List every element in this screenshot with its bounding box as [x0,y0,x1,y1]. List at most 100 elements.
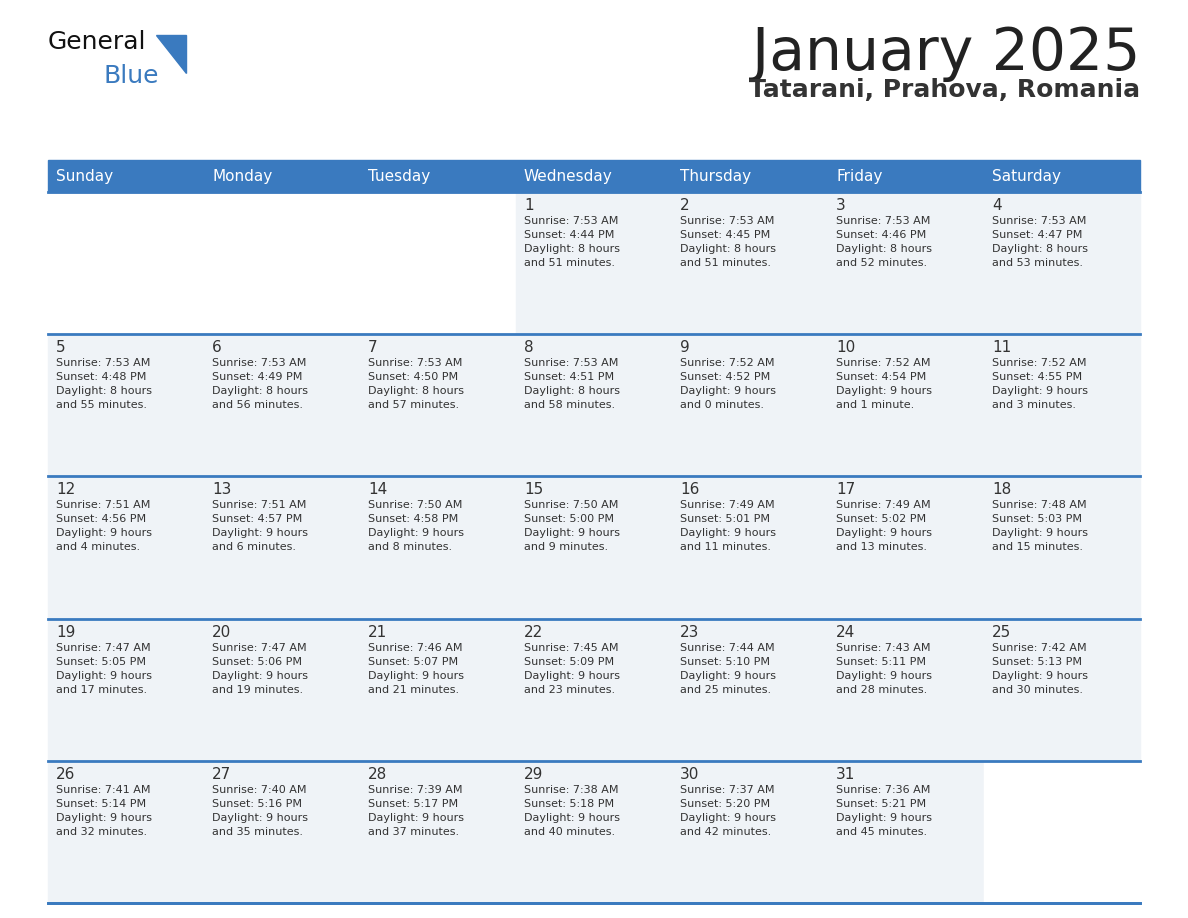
Text: Sunrise: 7:53 AM
Sunset: 4:48 PM
Daylight: 8 hours
and 55 minutes.: Sunrise: 7:53 AM Sunset: 4:48 PM Dayligh… [56,358,152,410]
Text: Sunrise: 7:47 AM
Sunset: 5:05 PM
Daylight: 9 hours
and 17 minutes.: Sunrise: 7:47 AM Sunset: 5:05 PM Dayligh… [56,643,152,695]
Text: Sunrise: 7:41 AM
Sunset: 5:14 PM
Daylight: 9 hours
and 32 minutes.: Sunrise: 7:41 AM Sunset: 5:14 PM Dayligh… [56,785,152,837]
Text: 10: 10 [836,341,855,355]
Text: Blue: Blue [103,64,158,88]
Text: Sunrise: 7:50 AM
Sunset: 4:58 PM
Daylight: 9 hours
and 8 minutes.: Sunrise: 7:50 AM Sunset: 4:58 PM Dayligh… [368,500,465,553]
Bar [984,761,1140,903]
Bar [48,192,204,334]
Text: 14: 14 [368,482,387,498]
Text: 6: 6 [211,341,222,355]
Bar [828,192,984,334]
Text: Sunrise: 7:52 AM
Sunset: 4:55 PM
Daylight: 9 hours
and 3 minutes.: Sunrise: 7:52 AM Sunset: 4:55 PM Dayligh… [992,358,1088,410]
Text: 15: 15 [524,482,543,498]
Text: Thursday: Thursday [680,169,751,184]
Bar [516,334,672,476]
Bar [48,334,204,476]
Text: 1: 1 [524,198,533,213]
Text: Sunrise: 7:52 AM
Sunset: 4:54 PM
Daylight: 9 hours
and 1 minute.: Sunrise: 7:52 AM Sunset: 4:54 PM Dayligh… [836,358,933,410]
Bar [672,476,828,619]
Text: Sunrise: 7:42 AM
Sunset: 5:13 PM
Daylight: 9 hours
and 30 minutes.: Sunrise: 7:42 AM Sunset: 5:13 PM Dayligh… [992,643,1088,695]
Text: Sunrise: 7:38 AM
Sunset: 5:18 PM
Daylight: 9 hours
and 40 minutes.: Sunrise: 7:38 AM Sunset: 5:18 PM Dayligh… [524,785,620,837]
Text: Sunrise: 7:37 AM
Sunset: 5:20 PM
Daylight: 9 hours
and 42 minutes.: Sunrise: 7:37 AM Sunset: 5:20 PM Dayligh… [680,785,776,837]
Text: Sunrise: 7:53 AM
Sunset: 4:47 PM
Daylight: 8 hours
and 53 minutes.: Sunrise: 7:53 AM Sunset: 4:47 PM Dayligh… [992,216,1088,268]
Bar [204,619,360,761]
Text: General: General [48,30,146,54]
Text: 22: 22 [524,624,543,640]
Text: 18: 18 [992,482,1011,498]
Text: 11: 11 [992,341,1011,355]
Text: 4: 4 [992,198,1001,213]
Text: 31: 31 [836,767,855,782]
Text: Wednesday: Wednesday [524,169,613,184]
Text: Sunrise: 7:46 AM
Sunset: 5:07 PM
Daylight: 9 hours
and 21 minutes.: Sunrise: 7:46 AM Sunset: 5:07 PM Dayligh… [368,643,465,695]
Text: 9: 9 [680,341,690,355]
Text: Sunrise: 7:36 AM
Sunset: 5:21 PM
Daylight: 9 hours
and 45 minutes.: Sunrise: 7:36 AM Sunset: 5:21 PM Dayligh… [836,785,933,837]
Text: Sunrise: 7:53 AM
Sunset: 4:49 PM
Daylight: 8 hours
and 56 minutes.: Sunrise: 7:53 AM Sunset: 4:49 PM Dayligh… [211,358,308,410]
Text: 20: 20 [211,624,232,640]
Text: Sunrise: 7:49 AM
Sunset: 5:01 PM
Daylight: 9 hours
and 11 minutes.: Sunrise: 7:49 AM Sunset: 5:01 PM Dayligh… [680,500,776,553]
Bar [828,619,984,761]
Text: Friday: Friday [836,169,883,184]
Text: 29: 29 [524,767,543,782]
Bar [516,619,672,761]
Text: 8: 8 [524,341,533,355]
Bar [984,334,1140,476]
Bar [672,192,828,334]
Bar [672,761,828,903]
Text: Sunrise: 7:51 AM
Sunset: 4:57 PM
Daylight: 9 hours
and 6 minutes.: Sunrise: 7:51 AM Sunset: 4:57 PM Dayligh… [211,500,308,553]
Bar [360,334,516,476]
Text: 26: 26 [56,767,75,782]
Text: Sunrise: 7:40 AM
Sunset: 5:16 PM
Daylight: 9 hours
and 35 minutes.: Sunrise: 7:40 AM Sunset: 5:16 PM Dayligh… [211,785,308,837]
Bar [360,761,516,903]
Text: 5: 5 [56,341,65,355]
Bar [360,476,516,619]
Text: 2: 2 [680,198,689,213]
Text: 16: 16 [680,482,700,498]
Text: Sunrise: 7:49 AM
Sunset: 5:02 PM
Daylight: 9 hours
and 13 minutes.: Sunrise: 7:49 AM Sunset: 5:02 PM Dayligh… [836,500,933,553]
Text: Sunrise: 7:53 AM
Sunset: 4:44 PM
Daylight: 8 hours
and 51 minutes.: Sunrise: 7:53 AM Sunset: 4:44 PM Dayligh… [524,216,620,268]
Text: Sunrise: 7:53 AM
Sunset: 4:50 PM
Daylight: 8 hours
and 57 minutes.: Sunrise: 7:53 AM Sunset: 4:50 PM Dayligh… [368,358,465,410]
Bar [984,192,1140,334]
Bar [360,192,516,334]
Text: 28: 28 [368,767,387,782]
Text: 27: 27 [211,767,232,782]
Text: Sunrise: 7:43 AM
Sunset: 5:11 PM
Daylight: 9 hours
and 28 minutes.: Sunrise: 7:43 AM Sunset: 5:11 PM Dayligh… [836,643,933,695]
Bar [516,761,672,903]
Text: 7: 7 [368,341,378,355]
Text: January 2025: January 2025 [752,25,1140,82]
Text: Sunrise: 7:50 AM
Sunset: 5:00 PM
Daylight: 9 hours
and 9 minutes.: Sunrise: 7:50 AM Sunset: 5:00 PM Dayligh… [524,500,620,553]
Bar [672,334,828,476]
Bar [48,761,204,903]
Bar [204,192,360,334]
Text: 21: 21 [368,624,387,640]
Bar [828,761,984,903]
Text: 12: 12 [56,482,75,498]
Text: Sunrise: 7:48 AM
Sunset: 5:03 PM
Daylight: 9 hours
and 15 minutes.: Sunrise: 7:48 AM Sunset: 5:03 PM Dayligh… [992,500,1088,553]
Text: Tuesday: Tuesday [368,169,430,184]
Bar [48,160,1140,192]
Text: Sunrise: 7:53 AM
Sunset: 4:46 PM
Daylight: 8 hours
and 52 minutes.: Sunrise: 7:53 AM Sunset: 4:46 PM Dayligh… [836,216,933,268]
Bar [828,476,984,619]
Text: 13: 13 [211,482,232,498]
Bar [828,334,984,476]
Text: 19: 19 [56,624,75,640]
Bar [204,476,360,619]
Bar [204,334,360,476]
Text: Sunday: Sunday [56,169,113,184]
Bar [48,619,204,761]
Text: Monday: Monday [211,169,272,184]
Text: 17: 17 [836,482,855,498]
Bar [516,476,672,619]
Text: 30: 30 [680,767,700,782]
Text: 24: 24 [836,624,855,640]
Bar [360,619,516,761]
Text: 25: 25 [992,624,1011,640]
Text: Sunrise: 7:39 AM
Sunset: 5:17 PM
Daylight: 9 hours
and 37 minutes.: Sunrise: 7:39 AM Sunset: 5:17 PM Dayligh… [368,785,465,837]
Text: 23: 23 [680,624,700,640]
Text: Sunrise: 7:53 AM
Sunset: 4:51 PM
Daylight: 8 hours
and 58 minutes.: Sunrise: 7:53 AM Sunset: 4:51 PM Dayligh… [524,358,620,410]
Bar [984,619,1140,761]
Text: Tatarani, Prahova, Romania: Tatarani, Prahova, Romania [748,78,1140,102]
Text: 3: 3 [836,198,846,213]
Bar [204,761,360,903]
Text: Sunrise: 7:53 AM
Sunset: 4:45 PM
Daylight: 8 hours
and 51 minutes.: Sunrise: 7:53 AM Sunset: 4:45 PM Dayligh… [680,216,776,268]
Text: Sunrise: 7:44 AM
Sunset: 5:10 PM
Daylight: 9 hours
and 25 minutes.: Sunrise: 7:44 AM Sunset: 5:10 PM Dayligh… [680,643,776,695]
